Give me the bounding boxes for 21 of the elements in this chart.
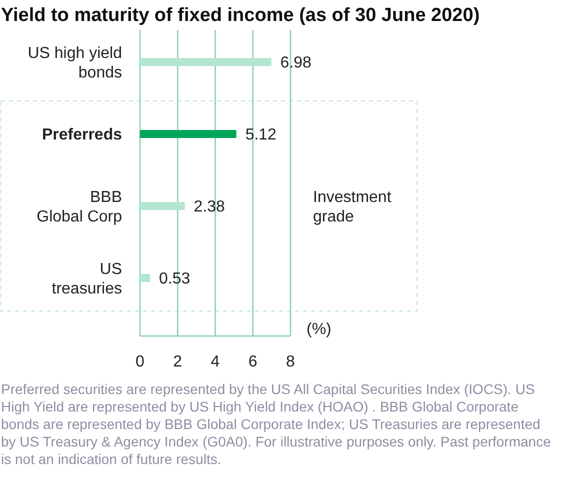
data-label: 6.98 <box>280 54 312 72</box>
data-label: 2.38 <box>194 198 226 216</box>
y-tick-label: Preferreds <box>42 126 122 144</box>
y-tick-label: BBB Global Corp <box>36 188 122 226</box>
x-tick-label: 4 <box>210 353 220 370</box>
x-tick-label: 2 <box>173 353 182 370</box>
bar <box>140 58 272 66</box>
bar <box>140 202 185 210</box>
data-label: 0.53 <box>158 270 190 288</box>
x-tick-label: 6 <box>248 353 258 370</box>
chart-title: Yield to maturity of fixed income (as of 30 June 2020) <box>1 5 480 26</box>
bar <box>140 274 150 282</box>
x-axis-title: (%) <box>306 321 332 338</box>
x-tick-label: 0 <box>136 353 145 370</box>
y-tick-label: US treasuries <box>52 260 122 298</box>
data-label: 5.12 <box>245 126 277 144</box>
y-tick-label: US high yield bonds <box>28 44 122 82</box>
x-tick-label: 8 <box>286 353 296 370</box>
text: Investment grade <box>313 188 392 226</box>
text: Preferred securities are represented by the US All Capital Securities Index (IOCS). US High Yield are represented by US High Yield Index (HOAO) . BBB Global Corporate bonds are represented by BBB Global Corporate Index; US Treasuries are represented by US Treasury & Agency Index (G0A0). For illustrative purposes only. Past performance is not an indication of future results. <box>1 381 552 467</box>
bar <box>140 130 236 138</box>
